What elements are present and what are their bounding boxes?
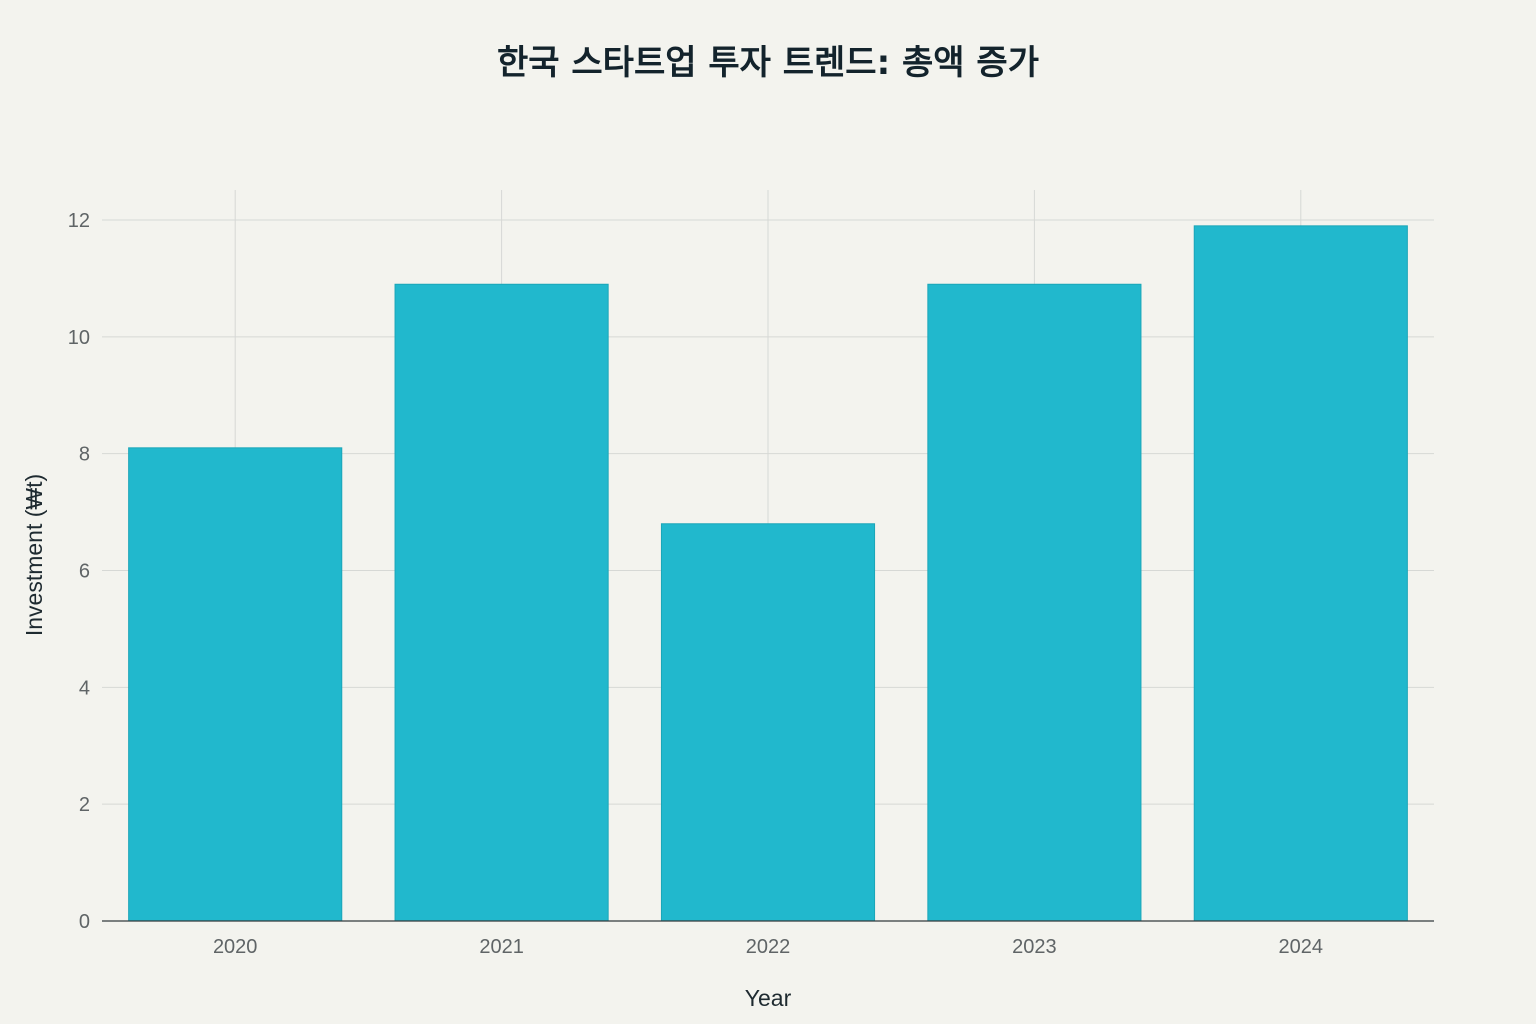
- y-tick-label: 2: [79, 794, 90, 816]
- bar-2021: [394, 283, 609, 922]
- y-tick-label: 6: [79, 561, 90, 583]
- y-tick-label: 0: [79, 911, 90, 933]
- y-axis-title: Investment (₩t): [21, 474, 47, 636]
- y-tick-label: 12: [68, 210, 90, 232]
- x-tick-label: 2021: [479, 936, 524, 958]
- bar-2020: [128, 447, 343, 922]
- y-tick-label: 10: [68, 327, 90, 349]
- bar-2022: [660, 523, 876, 922]
- x-tick-label: 2023: [1012, 936, 1057, 958]
- y-tick-label: 8: [79, 444, 90, 466]
- x-tick-label: 2020: [213, 936, 258, 958]
- y-tick-labels: 0 2 4 6 8 10 12: [68, 210, 90, 933]
- chart-title: 한국 스타트업 투자 트렌드: 총액 증가: [497, 43, 1039, 83]
- x-tick-labels: 2020 2021 2022 2023 2024: [213, 936, 1323, 958]
- x-axis-title: Year: [745, 985, 792, 1011]
- bar-2024: [1193, 225, 1408, 922]
- x-tick-label: 2024: [1279, 936, 1324, 958]
- y-tick-label: 4: [79, 677, 90, 699]
- bars: [128, 225, 1408, 922]
- x-tick-label: 2022: [746, 936, 791, 958]
- bar-2023: [927, 283, 1142, 922]
